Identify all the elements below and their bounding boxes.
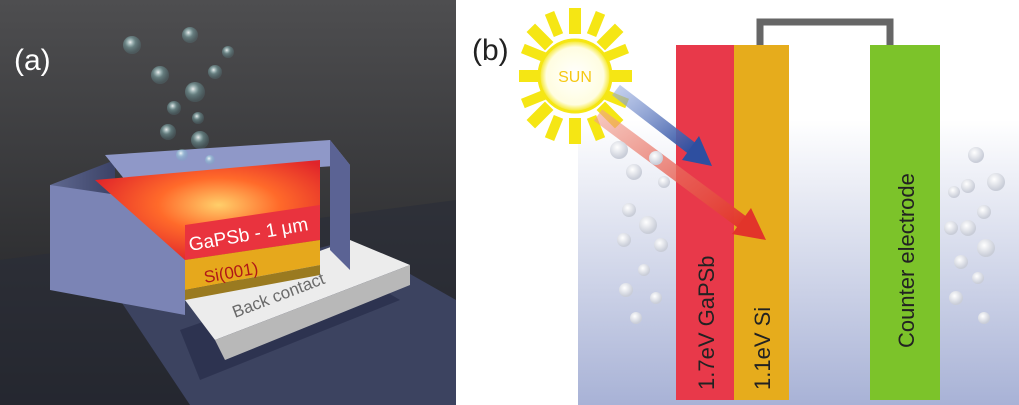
counter-electrode	[870, 45, 940, 400]
gapsb-electrode	[676, 45, 734, 400]
blue-light-arrow	[612, 84, 712, 166]
bubbles-right	[944, 147, 1005, 324]
sun-label: SUN	[558, 69, 592, 86]
counter-electrode-label: Counter electrode	[894, 173, 919, 348]
panel-a-label: (a)	[14, 44, 51, 77]
panel-b-label: (b)	[472, 34, 509, 67]
red-light-arrow	[593, 109, 766, 240]
sun-icon	[519, 8, 632, 144]
external-wire	[756, 18, 894, 45]
bubbles	[123, 27, 234, 165]
gapsb-electrode-label: 1.7eV GaPSb	[694, 255, 719, 390]
bubbles-left	[610, 141, 670, 324]
cell-schematic: SUN (b) 1.7eV GaPSb	[456, 0, 1019, 405]
electrolyte	[578, 120, 1019, 405]
device-illustration: (a) GaPSb - 1 μm Si(001) Back contact	[0, 0, 456, 405]
si-electrode-label: 1.1eV Si	[750, 307, 775, 390]
